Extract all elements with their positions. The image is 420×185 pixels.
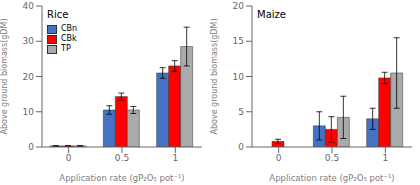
html-text:Rice: Rice [47, 9, 69, 20]
svg-text:Above ground biomass(gDM): Above ground biomass(gDM) [210, 18, 219, 134]
svg-text:0: 0 [276, 153, 282, 163]
svg-text:15: 15 [233, 36, 244, 46]
svg-text:1: 1 [382, 153, 388, 163]
svg-text:1: 1 [172, 153, 178, 163]
svg-text:0.5: 0.5 [115, 153, 129, 163]
svg-text:0: 0 [238, 142, 244, 152]
html-text:TP: TP [61, 44, 71, 53]
svg-text:20: 20 [233, 1, 245, 11]
svg-text:10: 10 [233, 72, 245, 82]
svg-text:Above ground biomass(gDM): Above ground biomass(gDM) [8, 18, 9, 134]
svg-text:20: 20 [23, 72, 35, 82]
svg-text:10: 10 [23, 107, 35, 117]
svg-text:0: 0 [28, 142, 34, 152]
html-text:CBn: CBn [61, 24, 78, 33]
svg-text:5: 5 [238, 107, 244, 117]
svg-text:Application rate (gP₂O₅ pot⁻¹): Application rate (gP₂O₅ pot⁻¹) [59, 173, 184, 183]
html-text:CBk: CBk [61, 34, 77, 43]
svg-text:0: 0 [66, 153, 72, 163]
svg-text:Application rate (gP₂O₅ pot⁻¹): Application rate (gP₂O₅ pot⁻¹) [269, 173, 394, 183]
svg-text:0.5: 0.5 [325, 153, 339, 163]
html-text:Maize: Maize [257, 9, 286, 20]
svg-text:40: 40 [23, 1, 35, 11]
svg-text:30: 30 [23, 36, 35, 46]
